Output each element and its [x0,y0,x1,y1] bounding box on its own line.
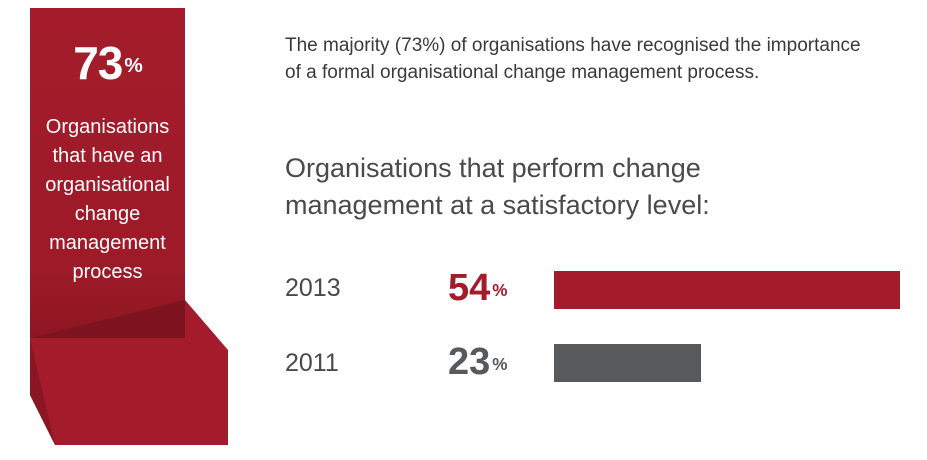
banner-caption-line: process [72,261,143,283]
category-label-2011: 2011 [285,349,339,377]
banner-percentage: 73% [30,38,185,88]
banner-caption-line: organisational [45,174,170,196]
intro-line: The majority (73%) of organisations have… [285,35,861,56]
data-label-unit: % [492,354,508,374]
category-label-2013: 2013 [285,274,341,302]
chart-heading: Organisations that perform change manage… [285,150,805,224]
chart-heading-line: management at a satisfactory level: [285,190,710,220]
banner-unit: % [124,54,142,78]
banner-value: 73 [73,37,123,89]
data-label-unit: % [492,280,508,300]
banner-caption-line: that have an [52,145,163,167]
bar-2011 [554,344,701,382]
ribbon-banner [30,8,185,338]
intro-line: of a formal organisational change manage… [285,62,760,83]
data-label-2013: 54% [448,268,507,308]
data-label-value: 54 [448,267,491,309]
data-label-value: 23 [448,341,491,383]
banner-caption-line: management [49,232,166,254]
chart-heading-line: Organisations that perform change [285,153,701,183]
banner-caption: Organisations that have an organisationa… [30,113,185,287]
data-label-2011: 23% [448,342,507,382]
bar-2013 [554,271,900,309]
intro-text: The majority (73%) of organisations have… [285,32,905,86]
banner-caption-line: change [74,203,141,225]
banner-caption-line: Organisations [45,116,170,138]
